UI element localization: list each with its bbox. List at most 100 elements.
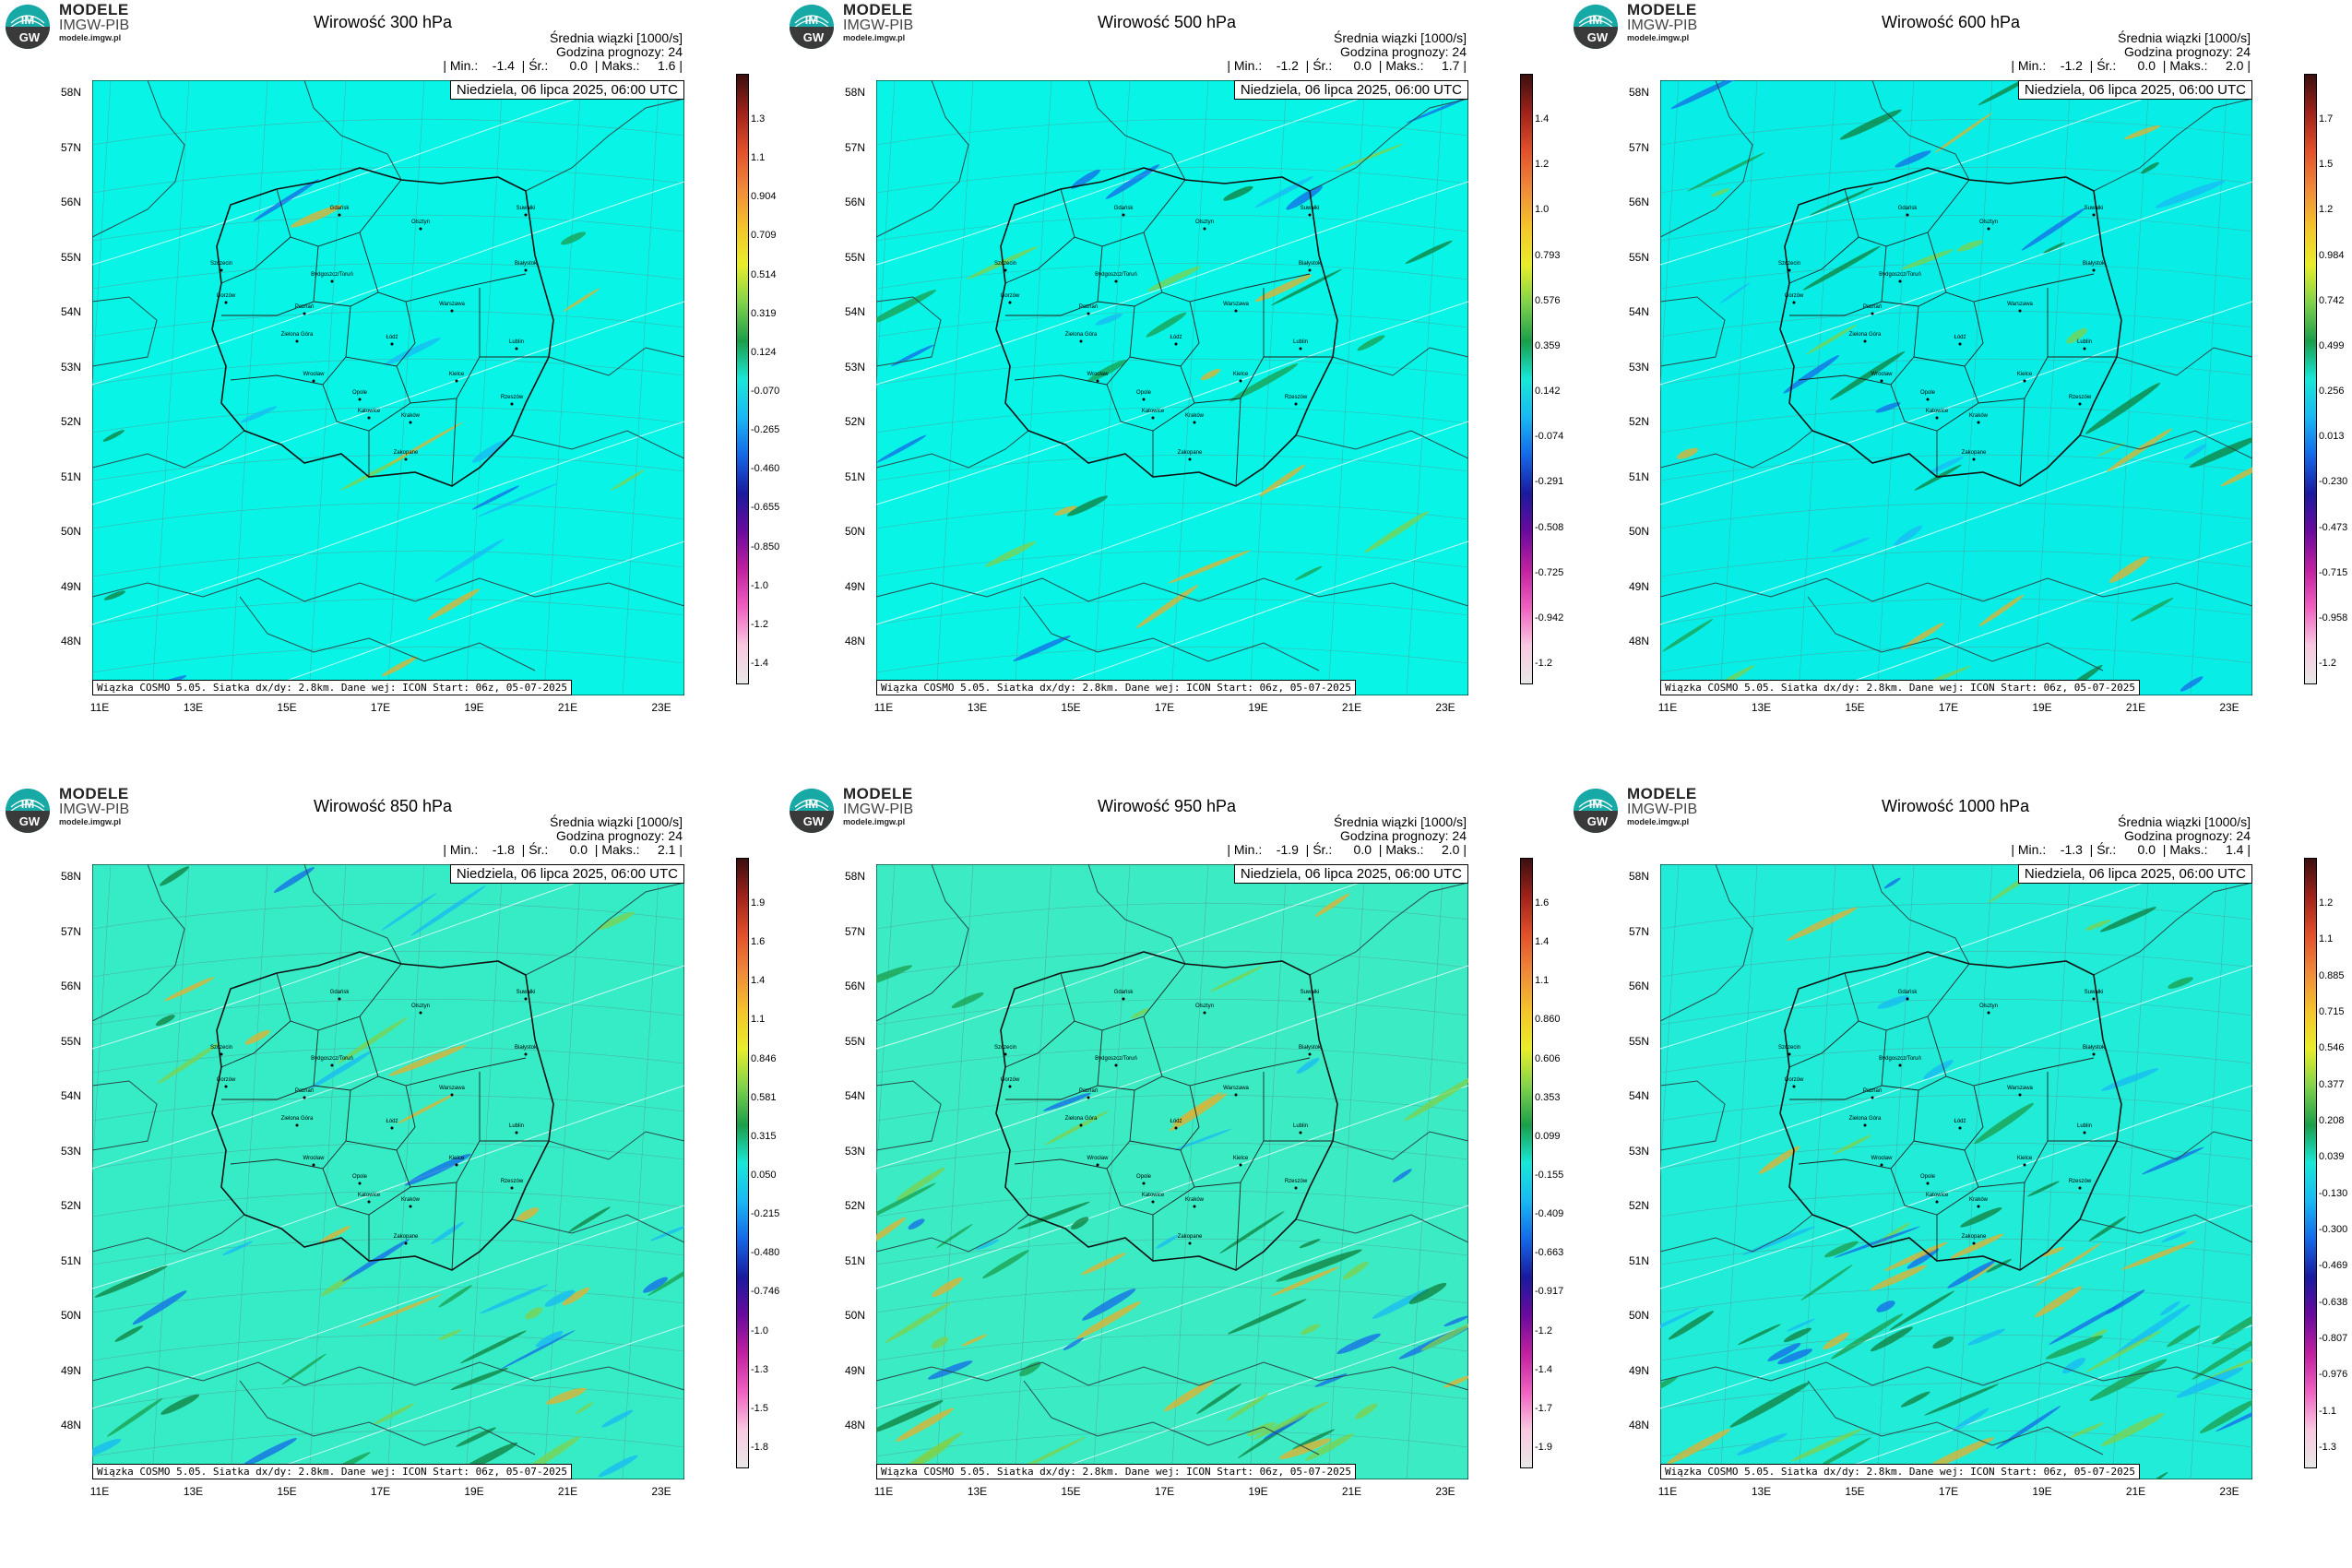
colorbar-tick-label: 1.1 xyxy=(751,152,766,164)
vorticity-streak xyxy=(114,1325,143,1342)
vorticity-streak xyxy=(450,1367,509,1391)
colorbar-tick-label: 0.050 xyxy=(751,1170,777,1181)
graticule-line xyxy=(876,310,1468,338)
vorticity-streak xyxy=(1286,185,1324,210)
colorbar xyxy=(2304,858,2317,1468)
voivodeship-border xyxy=(451,398,457,487)
lat-label: 55N xyxy=(60,250,81,264)
vorticity-streak xyxy=(2104,1289,2145,1315)
lat-label: 50N xyxy=(1628,1309,1649,1322)
vorticity-streak xyxy=(471,485,520,510)
country-border xyxy=(1660,80,1753,238)
vorticity-streak xyxy=(1823,1332,1849,1350)
graticule-line xyxy=(92,1142,684,1170)
graticule-line xyxy=(876,118,1468,146)
city-label: Suwałki xyxy=(517,206,536,211)
colorbar-tick-label: 0.013 xyxy=(2319,431,2345,443)
city-marker xyxy=(1898,279,1902,283)
logo-url: modele.imgw.pl xyxy=(59,817,122,826)
vorticity-streak xyxy=(601,1409,634,1428)
lon-label: 19E xyxy=(1248,1485,1268,1498)
city-label: Katowice xyxy=(358,409,381,414)
lat-label: 58N xyxy=(1628,86,1649,99)
vorticity-streak xyxy=(2108,556,2149,583)
lon-label: 19E xyxy=(2032,701,2052,714)
graticule-line xyxy=(2033,80,2072,695)
colorbar-tick-label: -0.807 xyxy=(2319,1333,2348,1344)
colorbar-tick-label: -0.265 xyxy=(751,424,780,436)
city-marker xyxy=(2018,1093,2022,1097)
vorticity-streak xyxy=(1200,368,1220,381)
vorticity-streak xyxy=(1392,1169,1412,1182)
min-mean-max: | Min.: -1.4 | Śr.: 0.0 | Maks.: 1.6 | xyxy=(443,58,683,73)
city-marker xyxy=(367,1200,371,1204)
city-label: Olsztyn xyxy=(1195,220,1214,225)
graticule-line xyxy=(876,1430,1468,1457)
vorticity-streak xyxy=(1146,312,1187,338)
city-marker xyxy=(1880,379,1883,383)
map-canvas: Gdańsk Olsztyn Suwałki Białystok Szczecin Byd… xyxy=(92,80,684,695)
valid-date: Niedziela, 06 lipca 2025, 06:00 UTC xyxy=(2017,864,2252,884)
colorbar-tick-label: -1.3 xyxy=(2319,1442,2336,1453)
city-label: Warszawa xyxy=(2007,1086,2033,1091)
graticule-line xyxy=(1660,1334,2252,1361)
city-label: Białystok xyxy=(1299,1045,1322,1051)
country-border xyxy=(1087,864,1186,965)
stats-block: Średnia wiązki [1000/s] Godzina prognozy:… xyxy=(443,31,683,73)
city-marker xyxy=(220,268,223,272)
poland-border xyxy=(995,167,1338,487)
vorticity-streak xyxy=(1995,1406,2061,1449)
lat-label: 50N xyxy=(1628,525,1649,538)
voivodeship-border xyxy=(1129,1085,1200,1151)
city-marker xyxy=(1788,1052,1791,1056)
vorticity-streak xyxy=(975,1239,1000,1251)
lat-label: 50N xyxy=(60,525,81,538)
panel-title: Wirowość 500 hPa xyxy=(1098,13,1237,31)
city-label: Szczecin xyxy=(1778,261,1800,267)
graticule-line xyxy=(1954,80,1993,695)
city-label: Wrocław xyxy=(1871,372,1894,377)
graticule-line xyxy=(1014,80,1052,695)
vorticity-streak xyxy=(163,977,215,1002)
colorbar-tick-label: -0.074 xyxy=(1535,431,1564,443)
lon-label: 23E xyxy=(2219,1485,2239,1498)
city-label: Lublin xyxy=(509,1123,524,1129)
vorticity-streak xyxy=(1259,464,1306,497)
vorticity-streak xyxy=(2155,180,2225,208)
city-label: Opole xyxy=(1920,390,1936,396)
city-marker xyxy=(1203,227,1206,231)
voivodeship-border xyxy=(1235,398,1241,487)
city-label: Wrocław xyxy=(303,1156,326,1161)
city-marker xyxy=(1008,301,1012,304)
height-contour xyxy=(1660,965,2252,1170)
city-marker xyxy=(1926,1182,1930,1185)
city-label: Rzeszów xyxy=(2069,395,2092,400)
vorticity-streak xyxy=(160,866,189,886)
lon-label: 21E xyxy=(1341,701,1362,714)
city-marker xyxy=(1958,1126,1962,1130)
graticule-line xyxy=(622,80,660,695)
imgw-logo-icon: IM GW xyxy=(1574,789,1618,833)
imgw-logo-icon: IM GW xyxy=(6,5,50,49)
city-label: Zakopane xyxy=(394,1234,419,1240)
lat-label: 49N xyxy=(60,1363,81,1377)
voivodeship-border xyxy=(1004,236,1075,284)
map-background xyxy=(92,80,684,695)
map-canvas: Gdańsk Olsztyn Suwałki Białystok Szczecin Byd… xyxy=(876,864,1468,1479)
imgw-logo-icon: IM GW xyxy=(1574,5,1618,49)
lat-label: 54N xyxy=(60,1089,81,1102)
city-label: Wrocław xyxy=(1871,1156,1894,1161)
country-border xyxy=(303,864,402,965)
lat-label: 51N xyxy=(1628,469,1649,483)
vorticity-streak xyxy=(1960,1207,2002,1228)
colorbar-tick-label: -1.0 xyxy=(751,579,768,591)
city-marker xyxy=(450,1093,454,1097)
lon-label: 13E xyxy=(183,701,204,714)
lon-label: 15E xyxy=(277,701,297,714)
vorticity-streak xyxy=(1900,1391,1930,1408)
lat-label: 58N xyxy=(844,870,865,883)
height-contour xyxy=(876,181,1468,386)
vorticity-streak xyxy=(1336,1333,1381,1355)
city-marker xyxy=(524,213,528,217)
country-border xyxy=(876,80,969,238)
